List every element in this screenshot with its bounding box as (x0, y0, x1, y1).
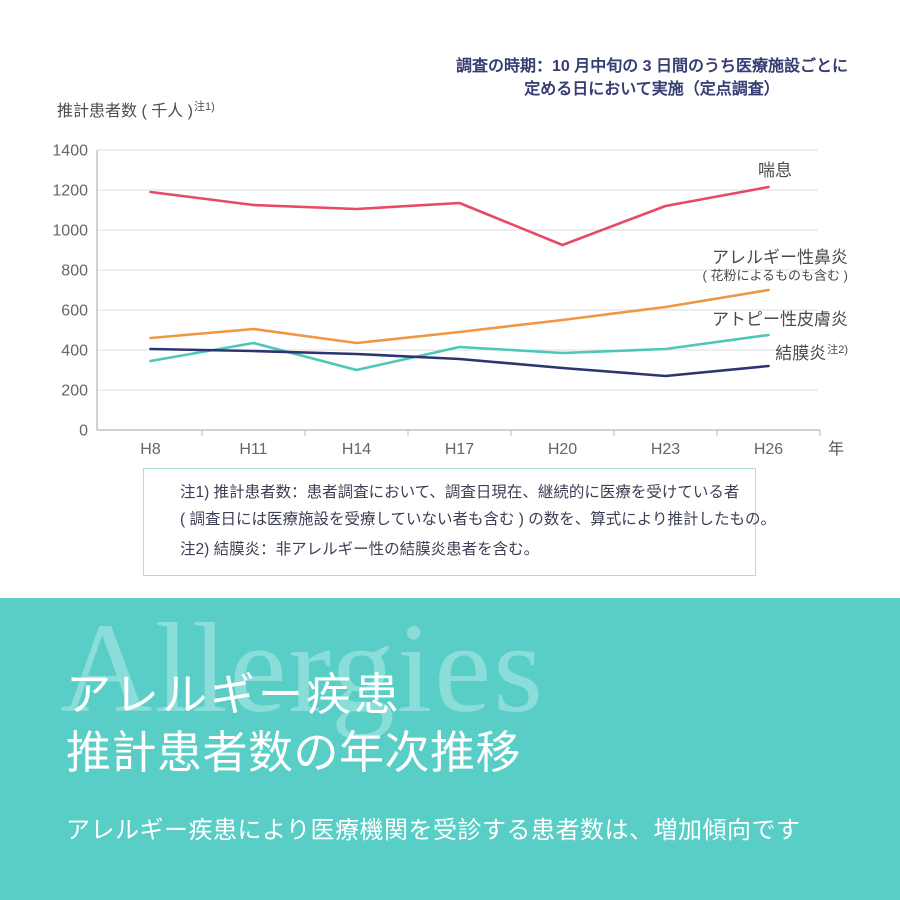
chart-panel: 調査の時期：10 月中旬の 3 日間のうち医療施設ごとに 定める日において実施（… (52, 55, 849, 576)
y-tick-label-800: 800 (61, 263, 88, 280)
series-label-conjunctivitis-text: 結膜炎 (775, 344, 827, 363)
footer-title-line1: アレルギー疾患 (66, 670, 403, 720)
x-tick-label-H11: H11 (239, 441, 267, 458)
data-line-asthma (149, 185, 770, 247)
data-line-atopic-dermatitis (149, 333, 770, 372)
note-line-3: 注2) 結膜炎：非アレルギー性の結膜炎患者を含む。 (180, 541, 540, 558)
series-label-rhinitis-text: アレルギー性鼻炎 (712, 248, 848, 267)
note-line-2: ( 調査日には医療施設を受療していない者も含む ) の数を、算式により推計したも… (180, 511, 776, 528)
y-tick-label-1400: 1400 (52, 143, 88, 160)
series-label-conjunctivitis: 結膜炎注2) (775, 341, 848, 363)
x-tick-label-H20: H20 (548, 441, 577, 458)
footer-title: アレルギー疾患 推計患者数の年次推移 (66, 666, 521, 782)
footer-subtitle: アレルギー疾患により医療機関を受診する患者数は、増加傾向です (66, 818, 801, 844)
x-tick-label-H14: H14 (342, 441, 371, 458)
series-label-conjunctivitis-note-ref: 注2) (827, 344, 848, 356)
y-tick-label-600: 600 (61, 303, 88, 320)
survey-period-annotation: 調査の時期：10 月中旬の 3 日間のうち医療施設ごとに 定める日において実施（… (456, 55, 848, 101)
x-tick-label-H26: H26 (754, 441, 783, 458)
data-line-conjunctivitis (149, 347, 770, 378)
x-axis-unit-label: 年 (828, 440, 844, 458)
survey-period-line2: 定める日において実施（定点調査） (524, 81, 780, 98)
series-label-allergic-rhinitis: アレルギー性鼻炎 ( 花粉によるものも含む ) (703, 248, 849, 284)
note-line-1: 注1) 推計患者数：患者調査において、調査日現在、継続的に医療を受けている者 (180, 484, 740, 501)
footer-title-line2: 推計患者数の年次推移 (66, 728, 522, 778)
footer-banner: Allergies アレルギー疾患 推計患者数の年次推移 アレルギー疾患により医… (0, 598, 900, 900)
series-label-rhinitis-subtext: ( 花粉によるものも含む ) (702, 268, 849, 283)
data-line-allergic-rhinitis (149, 288, 770, 345)
series-label-atopic-dermatitis: アトピー性皮膚炎 (712, 310, 848, 329)
x-tick-label-H17: H17 (445, 441, 474, 458)
series-label-dermatitis-text: アトピー性皮膚炎 (712, 310, 848, 329)
line-chart: 0 200 400 600 800 1000 1200 1400 H8 H11 H14 H17 H20 H… (52, 143, 844, 459)
notes-box: 注1) 推計患者数：患者調査において、調査日現在、継続的に医療を受けている者 (… (143, 468, 776, 576)
x-tick-label-H8: H8 (140, 441, 161, 458)
series-label-asthma: 喘息 (758, 161, 792, 180)
y-tick-label-0: 0 (79, 423, 88, 440)
survey-period-line1: 調査の時期：10 月中旬の 3 日間のうち医療施設ごとに (455, 58, 848, 75)
y-tick-label-400: 400 (61, 343, 88, 360)
y-tick-label-200: 200 (61, 383, 88, 400)
y-axis-title-note-ref: 注1) (194, 101, 215, 113)
y-tick-label-1200: 1200 (52, 183, 88, 200)
x-tick-label-H23: H23 (651, 441, 680, 458)
y-axis-title-text: 推計患者数 ( 千人 ) (57, 103, 193, 120)
y-tick-label-1000: 1000 (52, 223, 88, 240)
series-label-asthma-text: 喘息 (758, 161, 792, 180)
footer-watermark: Allergies (60, 597, 545, 739)
y-axis-title: 推計患者数 ( 千人 )注1) (57, 97, 215, 121)
